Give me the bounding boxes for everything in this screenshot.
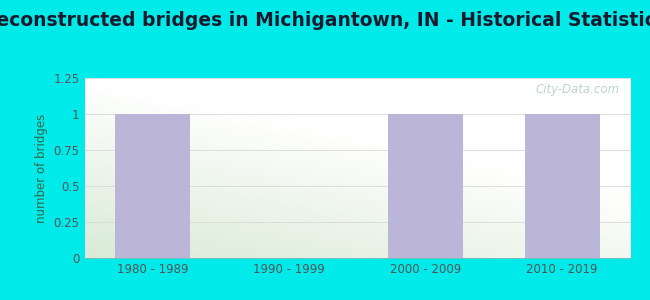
Bar [388,114,463,258]
Bar [525,114,600,258]
Bar [115,114,190,258]
Y-axis label: number of bridges: number of bridges [35,113,48,223]
Text: City-Data.com: City-Data.com [536,83,619,96]
Text: Reconstructed bridges in Michigantown, IN - Historical Statistics: Reconstructed bridges in Michigantown, I… [0,11,650,29]
